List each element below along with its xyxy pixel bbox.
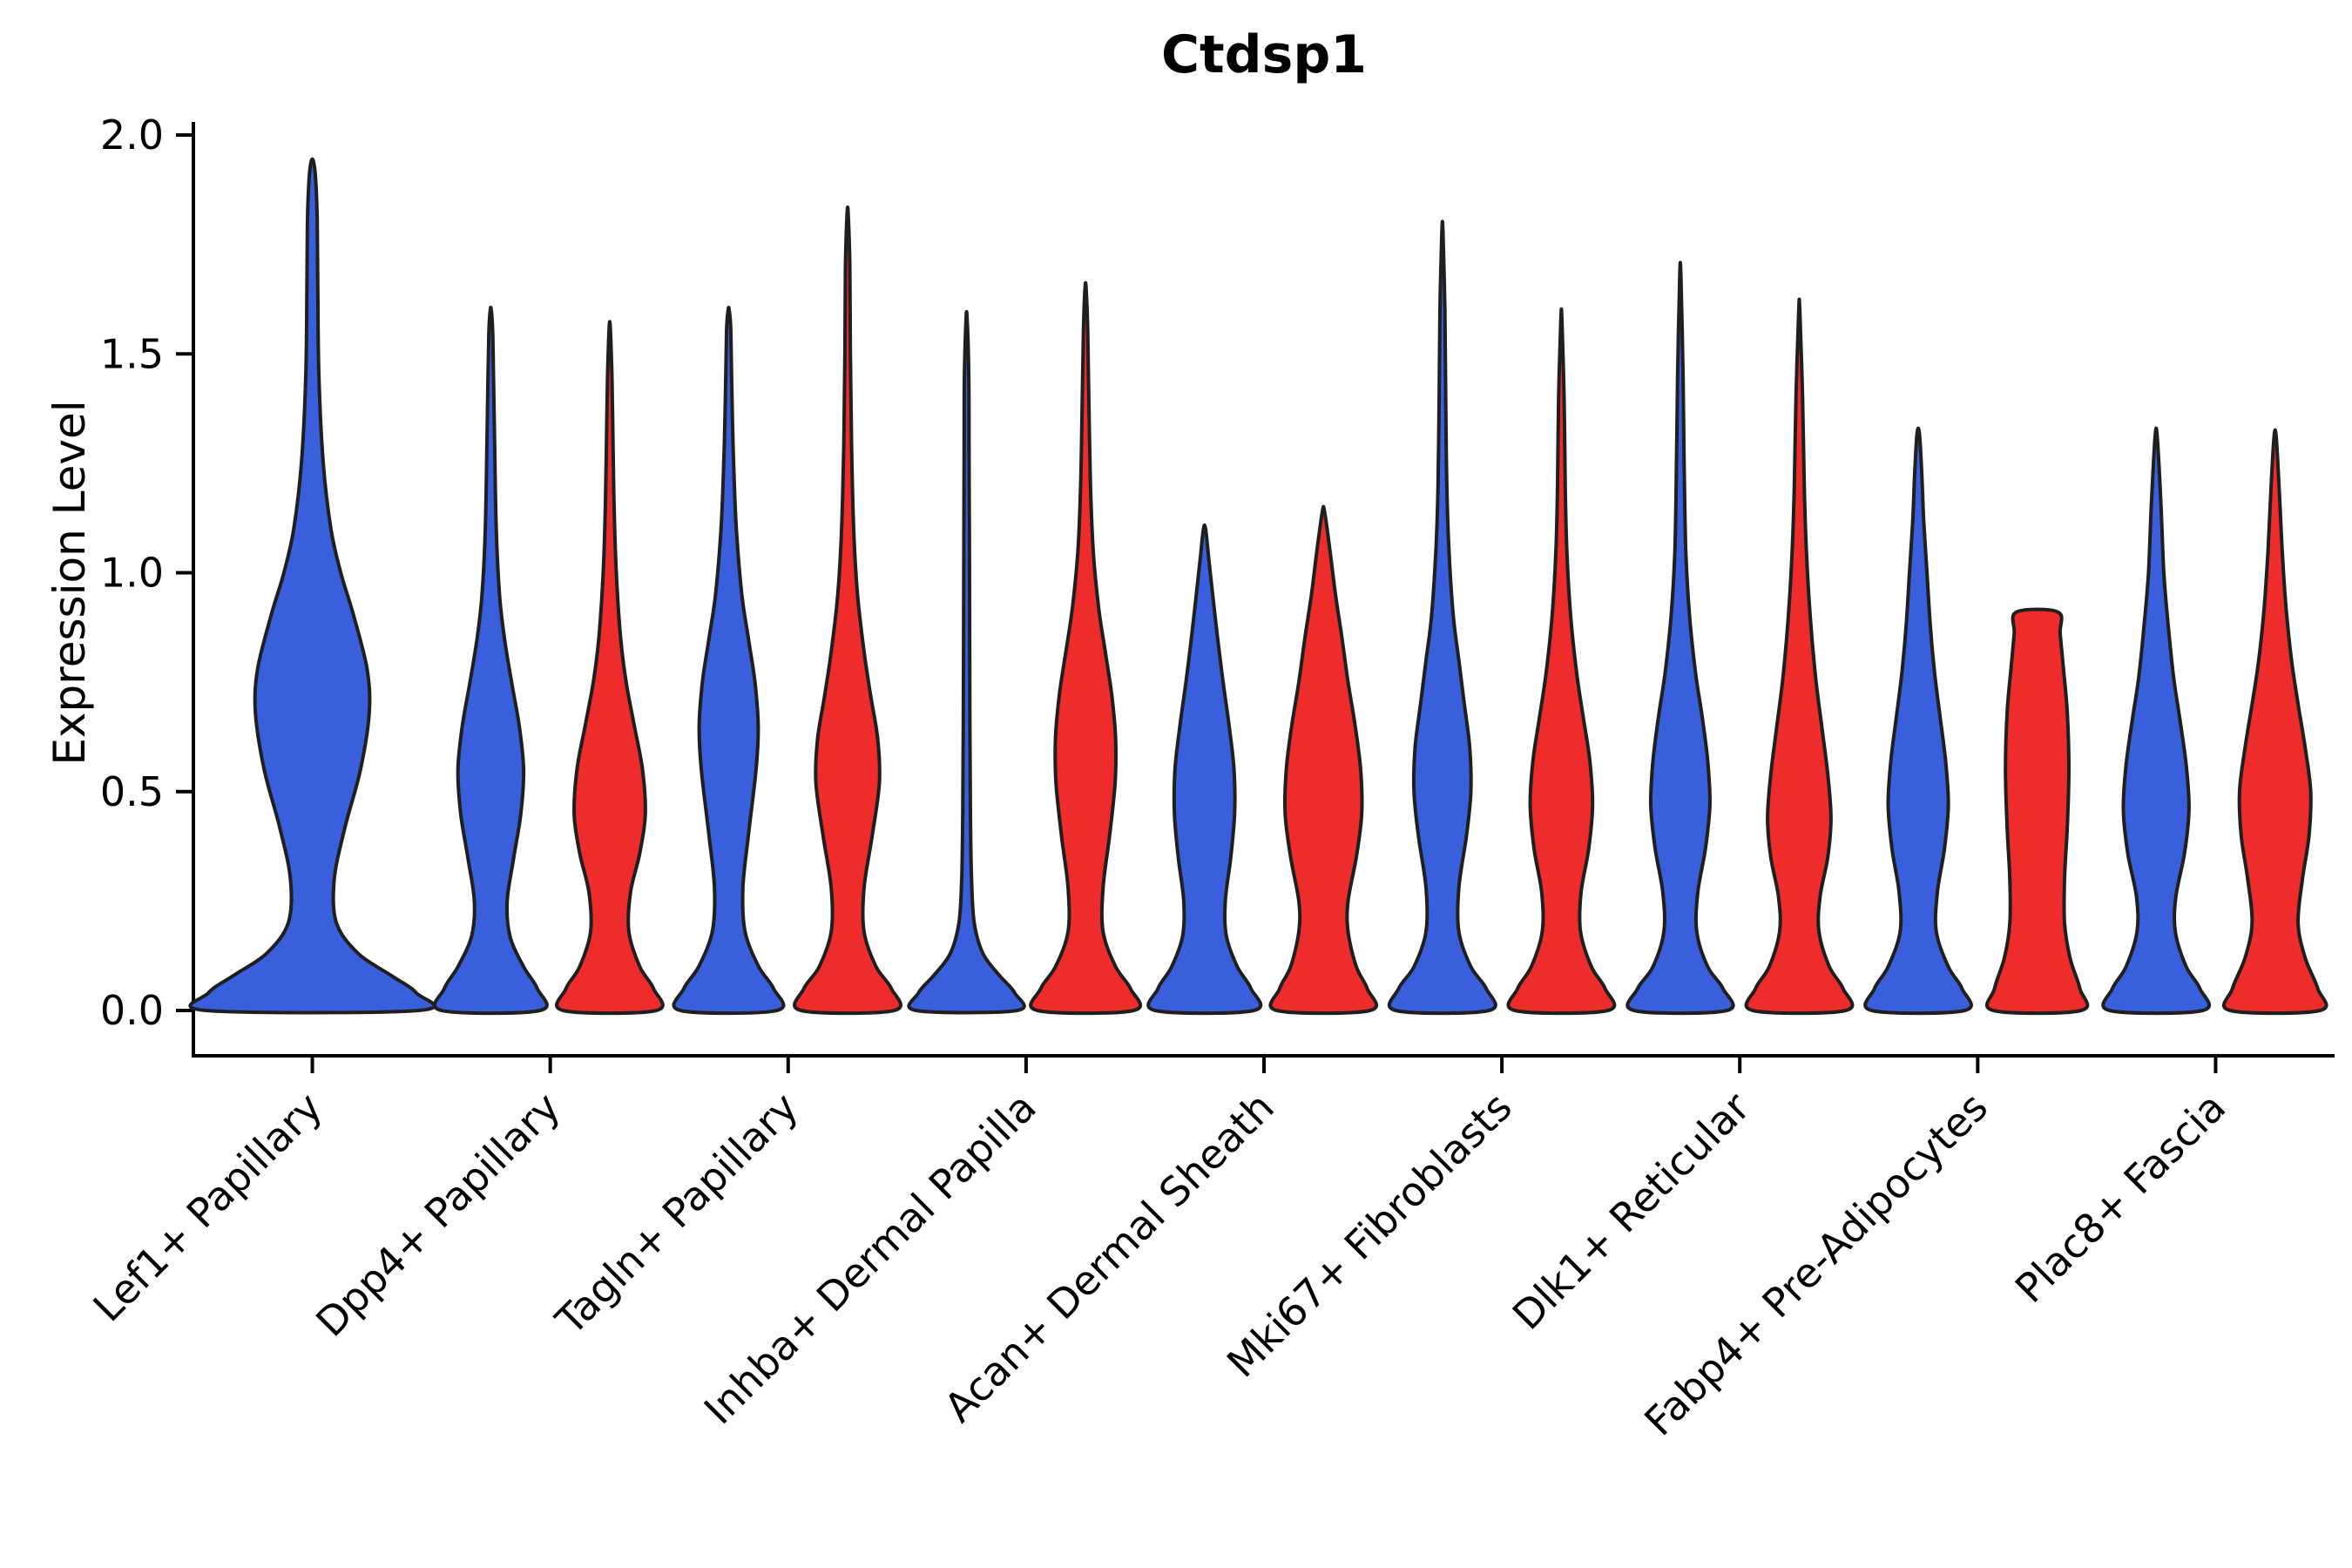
violin-blue <box>188 157 436 1015</box>
violin-red <box>1268 504 1378 1016</box>
violin-red <box>1506 307 1617 1016</box>
y-tick-label: 1.0 <box>100 550 164 597</box>
chart-title: Ctdsp1 <box>1160 24 1368 85</box>
y-tick-label: 2.0 <box>100 112 164 159</box>
violin-blue <box>1146 523 1263 1016</box>
violin-red <box>555 320 665 1016</box>
y-tick-label: 1.5 <box>100 330 164 377</box>
violin-blue <box>1625 260 1735 1016</box>
x-tick-label: Dlk1+ Reticular <box>1504 1084 1759 1339</box>
violin-blue <box>907 309 1026 1015</box>
y-tick-label: 0.0 <box>100 987 164 1034</box>
violin-blue <box>672 305 786 1016</box>
violin-red <box>793 205 902 1016</box>
x-tick-label: Lef1+ Papillary <box>84 1084 331 1331</box>
violin-red <box>1744 297 1855 1016</box>
violin-blue <box>432 305 549 1016</box>
violin-blue <box>1863 426 1973 1016</box>
violin-blue <box>1387 220 1497 1016</box>
x-tick-label: Tagln+ Papillary <box>546 1084 808 1345</box>
violin-red <box>1984 607 2090 1016</box>
x-tick-label: Plac8+ Fascia <box>2006 1084 2234 1312</box>
violin-red <box>2221 428 2328 1016</box>
violin-blue <box>2101 426 2211 1016</box>
x-tick-label: Dpp4+ Papillary <box>307 1084 569 1346</box>
violin-red <box>1029 280 1142 1016</box>
y-axis-label: Expression Level <box>44 400 95 766</box>
y-tick-label: 0.5 <box>100 768 164 815</box>
